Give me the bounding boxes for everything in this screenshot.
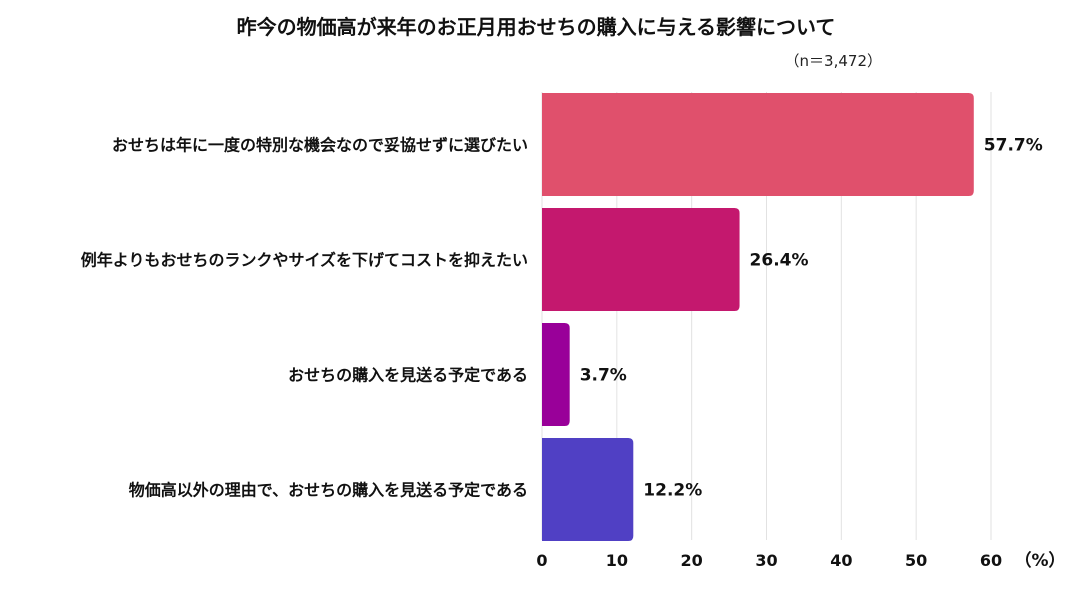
x-tick-label: 60	[980, 551, 1002, 570]
value-label: 3.7%	[580, 366, 627, 386]
category-label: おせちは年に一度の特別な機会なので妥協せずに選びたい	[112, 136, 528, 155]
x-tick-label: 30	[755, 551, 777, 570]
x-axis-ticks: 0 10 20 30 40 50 60	[536, 551, 1002, 570]
bar	[542, 208, 740, 311]
category-label: 物価高以外の理由で、おせちの購入を見送る予定である	[129, 481, 528, 500]
unit-label: （%）	[1014, 550, 1065, 571]
x-tick-label: 40	[830, 551, 852, 570]
x-tick-label: 20	[681, 551, 703, 570]
category-label: 例年よりもおせちのランクやサイズを下げてコストを抑えたい	[81, 251, 528, 270]
x-tick-label: 50	[905, 551, 927, 570]
value-label: 12.2%	[643, 481, 702, 501]
sample-size: （n＝3,472）	[785, 52, 882, 70]
bar	[542, 93, 974, 196]
bars	[542, 93, 974, 541]
x-tick-label: 0	[536, 551, 547, 570]
chart-title: 昨今の物価高が来年のお正月用おせちの購入に与える影響について	[237, 15, 836, 39]
value-label: 57.7%	[984, 136, 1043, 156]
value-labels: 57.7% 26.4% 3.7% 12.2%	[580, 136, 1043, 501]
category-label: おせちの購入を見送る予定である	[288, 366, 528, 385]
bar	[542, 323, 570, 426]
bar	[542, 438, 634, 541]
x-tick-label: 10	[606, 551, 628, 570]
category-labels: おせちは年に一度の特別な機会なので妥協せずに選びたい例年よりもおせちのランクやサ…	[81, 136, 528, 500]
value-label: 26.4%	[750, 251, 809, 271]
